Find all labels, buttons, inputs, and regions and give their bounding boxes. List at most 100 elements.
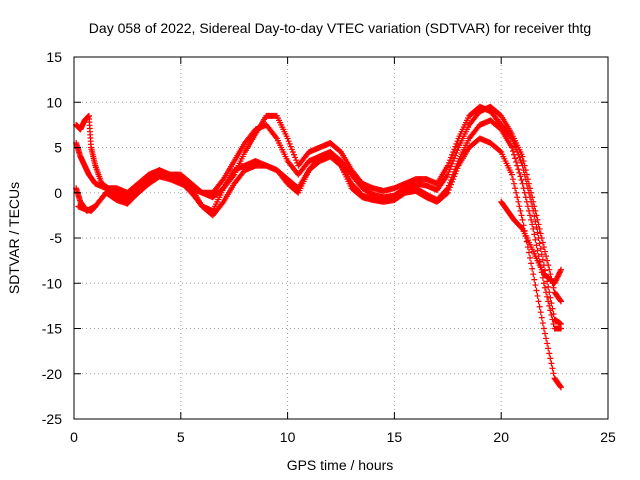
data-point	[288, 146, 295, 153]
data-point	[453, 149, 460, 156]
data-point	[289, 149, 296, 156]
y-tick-label: 0	[54, 185, 62, 201]
data-point	[533, 212, 540, 219]
data-point	[448, 154, 455, 161]
data-point	[547, 307, 554, 314]
x-tick-label: 0	[70, 429, 78, 445]
data-point	[534, 247, 541, 254]
data-point	[512, 185, 519, 192]
data-point	[531, 203, 538, 210]
data-point	[527, 254, 534, 261]
data-point	[557, 383, 564, 390]
data-point	[450, 158, 457, 165]
data-point	[517, 207, 524, 214]
x-tick-label: 25	[600, 429, 616, 445]
data-point	[534, 292, 541, 299]
data-point	[548, 360, 555, 367]
data-point	[530, 271, 537, 278]
y-tick-label: -20	[42, 366, 62, 382]
data-point	[537, 245, 544, 252]
data-point	[444, 162, 451, 169]
data-point	[518, 177, 525, 184]
data-point	[536, 225, 543, 232]
data-point	[554, 274, 561, 281]
data-point	[532, 207, 539, 214]
data-point	[557, 268, 564, 275]
data-point	[516, 154, 523, 161]
axis-ticks: 0 5 10 15 20 25 -25 -20 -15 -10 -5 0 5 10 15	[42, 49, 616, 445]
data-point	[528, 260, 535, 267]
series-track-2	[73, 103, 565, 305]
data-point	[528, 189, 535, 196]
data-point	[513, 189, 520, 196]
data-point	[219, 200, 226, 207]
data-point	[541, 284, 548, 291]
data-point	[530, 225, 537, 232]
data-point	[509, 148, 516, 155]
data-point	[531, 276, 538, 283]
data-point	[449, 151, 456, 158]
data-point	[543, 335, 550, 342]
data-point	[547, 271, 554, 278]
data-point	[536, 303, 543, 310]
data-point	[520, 158, 527, 165]
data-point	[444, 189, 451, 196]
data-point	[518, 212, 525, 219]
data-point	[540, 280, 547, 287]
data-point	[293, 157, 300, 164]
data-point	[519, 180, 526, 187]
data-point	[539, 320, 546, 327]
x-tick-label: 10	[280, 429, 296, 445]
data-point	[537, 309, 544, 316]
data-point	[535, 221, 542, 228]
data-point	[528, 216, 535, 223]
data-point	[285, 138, 292, 145]
y-tick-label: -15	[42, 321, 62, 337]
data-point	[284, 135, 291, 142]
data-point	[445, 159, 452, 166]
data-point	[544, 293, 551, 300]
data-point	[558, 266, 565, 273]
data-point	[287, 143, 294, 150]
data-point	[515, 198, 522, 205]
data-point	[518, 225, 525, 232]
data-point	[445, 168, 452, 175]
data-point	[523, 198, 530, 205]
data-point	[548, 311, 555, 318]
y-tick-label: 5	[54, 140, 62, 156]
data-point	[557, 297, 564, 304]
data-point	[546, 302, 553, 309]
data-point	[451, 146, 458, 153]
data-point	[539, 239, 546, 246]
data-point	[558, 298, 565, 305]
data-point	[522, 167, 529, 174]
data-point	[292, 154, 299, 161]
data-point	[508, 144, 515, 151]
data-point	[534, 229, 541, 236]
data-point	[547, 355, 554, 362]
data-point	[543, 253, 550, 260]
data-point	[538, 251, 545, 258]
data-point	[540, 244, 547, 251]
data-point	[527, 185, 534, 192]
data-point	[449, 178, 456, 185]
data-point	[443, 190, 450, 197]
data-point	[446, 166, 453, 173]
data-point	[454, 147, 461, 154]
data-point	[516, 169, 523, 176]
data-point	[541, 248, 548, 255]
data-point	[448, 181, 455, 188]
data-point	[453, 168, 460, 175]
data-point	[517, 157, 524, 164]
y-axis-label: SDTVAR / TECUs	[6, 182, 22, 294]
data-point	[512, 155, 519, 162]
data-point	[529, 194, 536, 201]
y-tick-label: 10	[46, 94, 62, 110]
data-point	[540, 325, 547, 332]
data-point	[544, 340, 551, 347]
data-point	[450, 176, 457, 183]
data-point	[450, 149, 457, 156]
data-point	[553, 276, 560, 283]
data-point	[445, 187, 452, 194]
